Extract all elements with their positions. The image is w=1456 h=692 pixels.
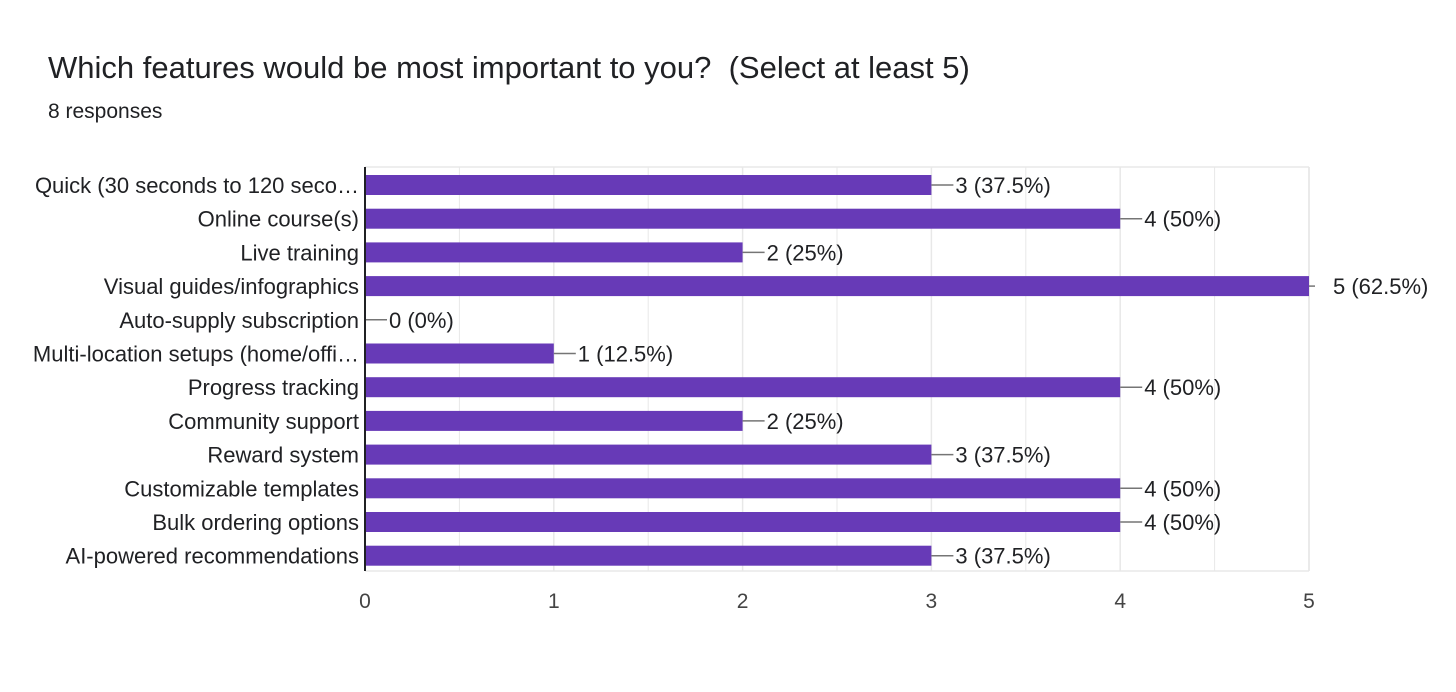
bar [365,343,554,364]
bar [365,512,1121,532]
x-tick-label: 3 [926,590,938,613]
data-label: 5 (62.5%) [1333,274,1428,299]
data-label: 4 (50%) [1144,375,1221,400]
category-label: Quick (30 seconds to 120 seco… [35,173,359,198]
bar [365,478,1121,499]
data-label: 2 (25%) [767,240,844,265]
bar [365,444,932,465]
category-label: Bulk ordering options [152,510,359,535]
bar [365,377,1121,398]
category-label: Community support [168,409,359,434]
category-label: Reward system [207,443,359,468]
bar [365,242,743,263]
category-label: Auto-supply subscription [119,308,359,333]
category-label: Multi-location setups (home/offi… [33,342,359,367]
bar [365,175,932,195]
category-label: Online course(s) [198,207,359,232]
question-title: Which features would be most important t… [48,50,970,85]
x-tick-label: 4 [1114,590,1126,613]
x-tick-label: 0 [359,590,371,613]
x-tick-label: 5 [1303,590,1315,613]
data-label: 3 (37.5%) [955,173,1050,198]
data-label: 0 (0%) [389,308,454,333]
response-count: 8 responses [48,100,163,123]
category-label: AI-powered recommendations [66,544,359,569]
chart-header: Which features would be most important t… [48,48,1408,126]
x-tick-label: 2 [737,590,749,613]
bar [365,208,1121,229]
data-label: 4 (50%) [1144,510,1221,535]
category-label: Live training [240,240,359,265]
bar [365,545,932,566]
bar [365,276,1309,297]
data-label: 4 (50%) [1144,476,1221,501]
x-tick-label: 1 [548,590,560,613]
data-label: 2 (25%) [767,409,844,434]
category-label: Customizable templates [124,476,359,501]
data-label: 1 (12.5%) [578,342,673,367]
data-label: 3 (37.5%) [955,443,1050,468]
bar [365,410,743,431]
category-label: Progress tracking [188,375,359,400]
category-label: Visual guides/infographics [104,274,359,299]
data-label: 3 (37.5%) [955,544,1050,569]
data-label: 4 (50%) [1144,207,1221,232]
